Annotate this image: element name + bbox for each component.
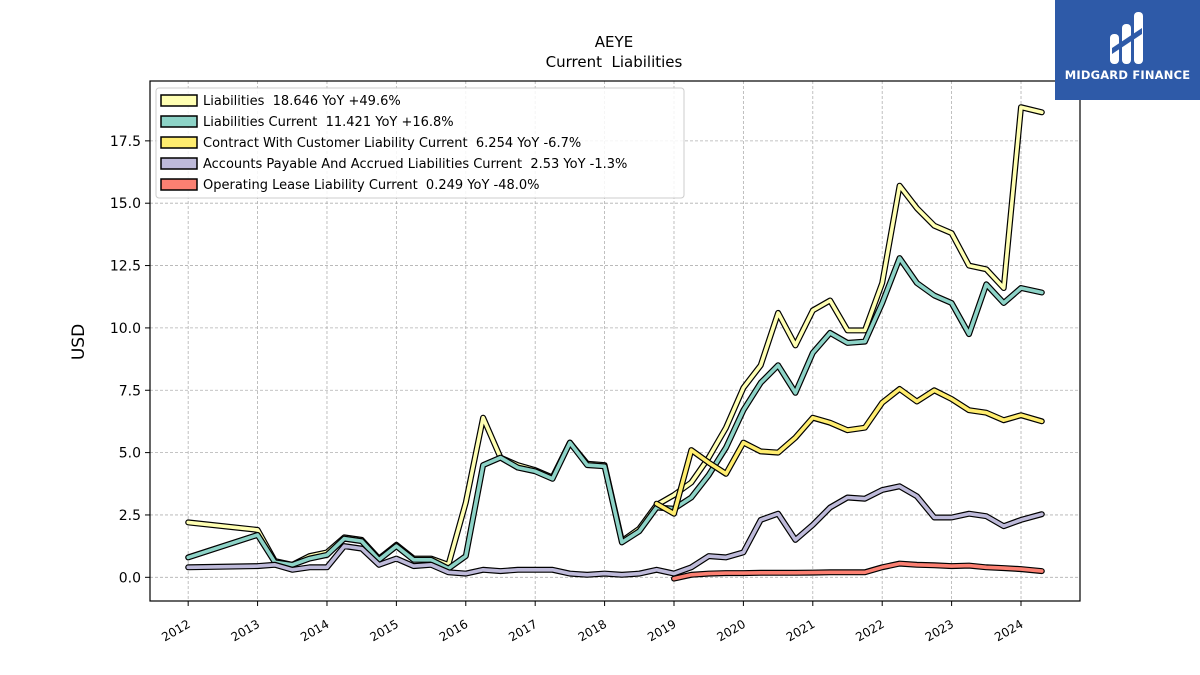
y-axis-label: USD xyxy=(69,324,89,360)
midgard-logo-icon xyxy=(1110,12,1143,64)
series-3 xyxy=(185,483,1045,578)
legend-label: Liabilities Current 11.421 YoY +16.8% xyxy=(203,115,454,130)
legend-swatch xyxy=(160,136,198,149)
legend-label: Contract With Customer Liability Current… xyxy=(203,136,581,151)
series-lines xyxy=(185,104,1045,582)
legend-swatch xyxy=(160,157,198,170)
x-tick-label: 2018 xyxy=(576,617,609,644)
series-2 xyxy=(653,386,1045,517)
x-tick-label: 2023 xyxy=(923,617,956,644)
x-tick-label: 2022 xyxy=(853,617,886,644)
y-tick-label: 0.0 xyxy=(119,570,141,586)
legend-label: Liabilities 18.646 YoY +49.6% xyxy=(203,94,401,109)
y-tick-label: 2.5 xyxy=(119,508,141,524)
series-line-outline xyxy=(185,255,1045,572)
series-line xyxy=(186,484,1044,577)
x-tick-label: 2014 xyxy=(298,617,331,644)
x-tick-label: 2020 xyxy=(715,617,748,644)
legend-label: Operating Lease Liability Current 0.249 … xyxy=(203,178,540,193)
y-tick-label: 5.0 xyxy=(119,446,141,462)
series-line xyxy=(654,387,1044,516)
series-line xyxy=(672,561,1044,581)
logo-text: MIDGARD FINANCE xyxy=(1064,68,1191,82)
x-tick-label: 2012 xyxy=(159,617,192,644)
x-tick-label: 2021 xyxy=(784,617,817,644)
legend-label: Accounts Payable And Accrued Liabilities… xyxy=(203,157,627,172)
legend-swatch xyxy=(160,178,198,191)
midgard-logo: MIDGARD FINANCE xyxy=(1055,0,1200,100)
y-tick-label: 15.0 xyxy=(110,196,141,212)
y-tick-label: 7.5 xyxy=(119,383,141,399)
legend-swatch xyxy=(160,115,198,128)
plot-area xyxy=(149,80,1081,602)
y-tick-label: 12.5 xyxy=(110,259,141,275)
x-tick-label: 2024 xyxy=(992,617,1025,644)
x-tick-label: 2013 xyxy=(229,617,262,644)
x-tick-label: 2019 xyxy=(645,617,678,644)
x-tick-label: 2017 xyxy=(506,617,539,644)
x-tick-label: 2015 xyxy=(367,617,400,644)
y-tick-label: 17.5 xyxy=(110,134,141,150)
chart-subtitle: Current Liabilities xyxy=(546,53,683,71)
x-tick-label: 2016 xyxy=(437,617,470,644)
legend-swatch xyxy=(160,94,198,107)
series-4 xyxy=(671,560,1045,582)
legend: Liabilities 18.646 YoY +49.6% Liabilities… xyxy=(155,87,685,199)
y-tick-label: 10.0 xyxy=(110,321,141,337)
series-line xyxy=(186,256,1044,571)
series-1 xyxy=(185,255,1045,572)
legend-box xyxy=(155,87,685,199)
chart-title: AEYE xyxy=(595,33,633,51)
